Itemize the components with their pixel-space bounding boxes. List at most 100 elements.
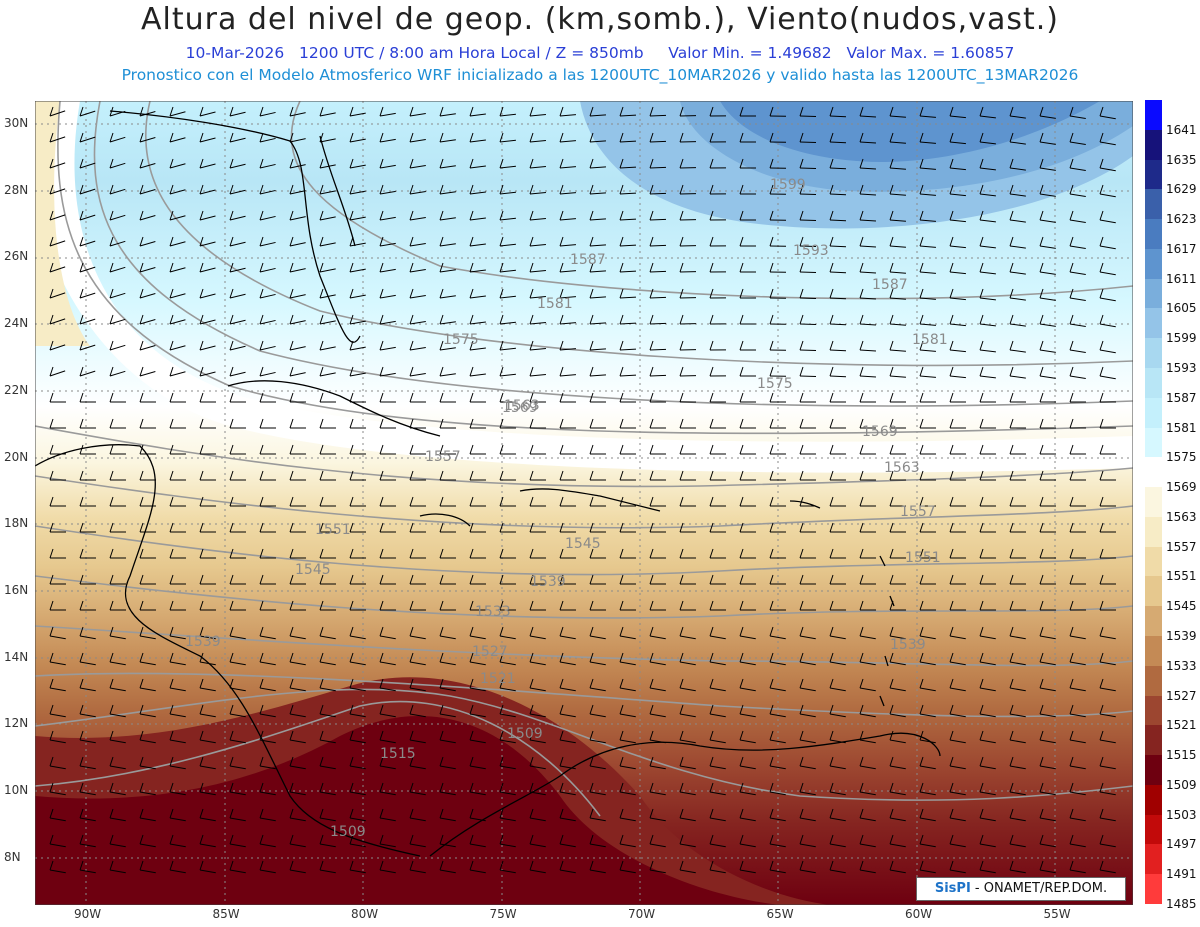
wind-barb — [1009, 739, 1026, 744]
wind-barb-flag — [529, 782, 534, 793]
wind-barb-flag — [1099, 574, 1104, 585]
wind-barb-flag — [1099, 132, 1104, 143]
wind-barb-flag — [1039, 730, 1044, 741]
wind-barb-flag — [499, 782, 504, 793]
wind-barb — [349, 268, 366, 273]
wind-barb-flag — [169, 444, 174, 455]
wind-barb — [949, 843, 966, 848]
wind-barb — [919, 115, 936, 118]
wind-barb — [829, 687, 846, 692]
wind-barb — [709, 687, 726, 692]
wind-barb-flag — [829, 704, 834, 715]
wind-barb-flag — [229, 392, 234, 403]
wind-barb-flag — [439, 210, 444, 221]
wind-barb-flag — [739, 704, 744, 715]
wind-barb — [649, 322, 667, 325]
wind-barb-flag — [859, 288, 864, 299]
wind-barb — [409, 843, 426, 848]
wind-barb-flag — [379, 340, 384, 351]
wind-barb — [409, 165, 426, 169]
wind-barb-flag — [319, 314, 324, 325]
wind-barb-flag — [109, 288, 114, 299]
wind-barb-flag — [79, 418, 84, 429]
wind-barb — [889, 271, 906, 274]
wind-barb-flag — [139, 704, 144, 715]
wind-barb — [229, 345, 246, 351]
wind-barb-flag — [139, 262, 144, 273]
wind-barb — [79, 188, 96, 195]
colorbar-swatch — [1145, 784, 1162, 816]
wind-barb-flag — [709, 574, 714, 585]
wind-barb-flag — [349, 210, 354, 221]
wind-barb-flag — [769, 236, 774, 247]
wind-barb — [169, 111, 186, 117]
wind-barb — [949, 193, 966, 197]
wind-barb — [409, 635, 426, 640]
wind-barb — [259, 713, 276, 718]
wind-barb-flag — [109, 652, 114, 663]
wind-barb-flag — [379, 132, 384, 143]
colorbar-swatch — [1145, 636, 1162, 667]
wind-barb-flag — [319, 262, 324, 273]
wind-barb — [439, 713, 456, 718]
wind-barb-flag — [619, 600, 624, 611]
wind-barb-flag — [739, 262, 744, 273]
wind-barb-flag — [439, 314, 444, 325]
wind-barb — [829, 271, 847, 274]
wind-barb — [169, 241, 186, 247]
wind-barb — [409, 765, 426, 770]
wind-barb-flag — [319, 574, 324, 585]
wind-barb-flag — [379, 548, 384, 559]
wind-barb-flag — [1039, 782, 1044, 793]
wind-barb-flag — [799, 574, 804, 585]
wind-barb-flag — [169, 574, 174, 585]
wind-barb-flag — [739, 808, 744, 819]
wind-barb — [1099, 193, 1116, 198]
wind-barb-flag — [469, 314, 474, 325]
wind-barb-flag — [229, 808, 234, 819]
wind-barb — [589, 739, 606, 744]
wind-barb — [259, 215, 276, 221]
wind-barb-flag — [1099, 314, 1104, 325]
wind-barb-flag — [679, 548, 684, 559]
wind-barb — [49, 266, 66, 273]
wind-barb — [949, 635, 966, 640]
wind-barb — [169, 267, 186, 273]
wind-barb — [349, 713, 366, 718]
wind-barb — [919, 323, 936, 326]
wind-barb-flag — [919, 834, 924, 845]
wind-barb-flag — [319, 496, 324, 507]
wind-barb-flag — [169, 340, 174, 351]
wind-barb — [619, 661, 636, 666]
wind-barb-flag — [109, 210, 114, 221]
wind-barb-flag — [109, 184, 114, 195]
wind-barb — [139, 137, 156, 143]
wind-barb-flag — [1039, 288, 1044, 299]
wind-barb-flag — [319, 652, 324, 663]
wind-barb-flag — [1039, 756, 1044, 767]
wind-barb — [409, 817, 426, 822]
wind-barb — [139, 241, 156, 247]
wind-barb — [319, 843, 336, 848]
wind-barb — [79, 214, 96, 221]
wind-barb — [859, 115, 877, 118]
wind-barb-flag — [169, 132, 174, 143]
wind-barb-flag — [229, 704, 234, 715]
wind-barb-flag — [49, 262, 54, 273]
wind-barb — [379, 687, 396, 692]
wind-barb-flag — [919, 652, 924, 663]
wind-barb-flag — [799, 262, 804, 273]
wind-barb — [859, 349, 877, 352]
wind-barb — [709, 843, 726, 848]
wind-barb-flag — [529, 730, 534, 741]
wind-barb — [619, 296, 637, 299]
wind-barb-flag — [829, 184, 834, 195]
wind-barb-flag — [709, 444, 714, 455]
wind-barb-flag — [229, 600, 234, 611]
wind-barb-flag — [889, 158, 894, 169]
wind-barb — [289, 635, 306, 640]
wind-barb-flag — [889, 262, 894, 273]
wind-barb-flag — [619, 860, 624, 871]
wind-barb — [529, 347, 546, 351]
wind-barb — [769, 739, 786, 744]
